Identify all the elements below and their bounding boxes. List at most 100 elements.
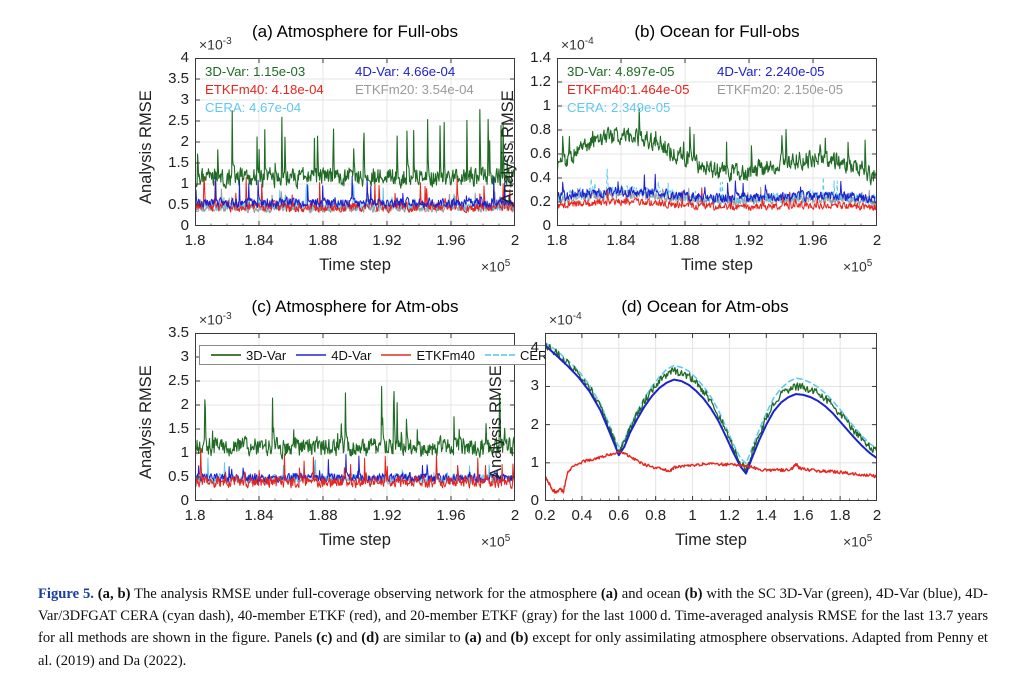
stats-annotations-b: 3D-Var: 4.897e-05 4D-Var: 2.240e-05 ETKFm4… (567, 64, 873, 118)
y-tick-label: 1 (180, 444, 189, 461)
y-tick-label: 2 (180, 396, 189, 413)
legend-c[interactable]: 3D-Var 4D-Var ETKFm40 CERA (199, 345, 569, 365)
x-tick-label: 1.96 (436, 232, 466, 249)
legend-label: ETKFm40 (416, 347, 475, 363)
series-line-cera-b (557, 168, 877, 205)
stats-row: CERA: 2.349e-05 (567, 100, 873, 115)
stat-etkfm20-b: ETKFm20: 2.150e-05 (717, 82, 844, 97)
x-axis-exponent-b: ×105 (843, 258, 873, 275)
x-axis-exponent-d: ×105 (843, 533, 873, 550)
legend-swatch-icon (296, 354, 327, 356)
y-tick-label: 1.5 (168, 420, 189, 437)
plot-area-d (545, 333, 877, 501)
legend-label: 3D-Var (246, 347, 287, 363)
y-tick-label: 2.5 (168, 372, 189, 389)
x-tick-label: 1.2 (719, 507, 740, 524)
series-line-four_dvar-a (195, 175, 515, 209)
y-tick-label: 2.5 (168, 112, 189, 129)
series-line-etkfm20-a (195, 188, 515, 214)
series-line-three_dvar-a (195, 109, 515, 190)
caption-part-3: and ocean (617, 586, 685, 602)
y-axis-exponent-c: ×10-3 (199, 311, 232, 328)
y-tick-label: 0.5 (168, 468, 189, 485)
series-line-etkfm40-c (195, 447, 515, 490)
x-tick-label: 0.4 (571, 507, 593, 524)
legend-item-3d-var[interactable]: 3D-Var (206, 348, 291, 363)
x-tick-label: 0.6 (608, 507, 630, 524)
legend-item-cera[interactable]: CERA (480, 348, 561, 363)
y-tick-label: 0 (530, 492, 539, 509)
y-axis-exponent-a: ×10-3 (199, 36, 232, 53)
y-tick-label: 3.5 (168, 70, 189, 87)
plot-area-a (195, 58, 515, 226)
stat-four_dvar-a: 4D-Var: 4.66e-04 (355, 64, 456, 79)
caption-part-1: The analysis RMSE under full-coverage ob… (130, 586, 601, 602)
legend-item-4d-var[interactable]: 4D-Var (291, 348, 376, 363)
series-line-etkfm40-d (545, 450, 877, 494)
stat-four_dvar-b: 4D-Var: 2.240e-05 (717, 64, 825, 79)
legend-item-etkfm40[interactable]: ETKFm40 (376, 348, 480, 363)
series-line-four_dvar-b (557, 173, 877, 205)
y-tick-label: 0.2 (530, 193, 551, 210)
x-tick-label: 1.84 (244, 507, 274, 524)
stats-row: CERA: 4.67e-04 (205, 100, 511, 115)
panel-title-c: (c) Atmosphere for Atm-obs (251, 297, 459, 316)
panel-title-b: (b) Ocean for Full-obs (634, 22, 800, 41)
caption-part-6: (c) (316, 630, 333, 647)
y-tick-label: 3 (530, 377, 539, 395)
stats-row: 3D-Var: 4.897e-05 4D-Var: 2.240e-05 (567, 64, 873, 79)
y-tick-label: 1.4 (530, 49, 551, 66)
x-tick-label: 0.2 (534, 507, 556, 524)
x-axis-exponent-a: ×105 (481, 258, 511, 275)
x-tick-label: 2 (872, 232, 882, 249)
y-tick-label: 1 (542, 97, 551, 114)
panel-title-d: (d) Ocean for Atm-obs (621, 297, 789, 316)
figure-caption: Figure 5. (a, b) The analysis RMSE under… (38, 583, 988, 672)
stat-three_dvar-a: 3D-Var: 1.15e-03 (205, 64, 306, 79)
series-line-cera-a (195, 183, 515, 212)
y-axis-label-a: Analysis RMSE (137, 90, 155, 204)
panel-title-a: (a) Atmosphere for Full-obs (252, 22, 458, 41)
caption-part-11: and (481, 630, 511, 647)
x-tick-label: 0.8 (645, 507, 667, 524)
stats-row: ETKFm40:1.464e-05 ETKFm20: 2.150e-05 (567, 82, 873, 97)
x-axis-label-b: Time step (681, 256, 753, 274)
x-tick-label: 2 (510, 232, 520, 249)
series-line-three_dvar-d (545, 343, 877, 474)
caption-part-2: (a) (600, 586, 618, 602)
legend-swatch-icon (211, 354, 241, 356)
y-tick-label: 0.6 (530, 145, 551, 162)
caption-part-13: except for only assimilating atmosphere … (38, 630, 988, 669)
x-tick-label: 2 (872, 507, 882, 524)
x-tick-label: 1.6 (792, 507, 814, 524)
caption-part-8: (d) (361, 630, 380, 647)
stat-cera-a: CERA: 4.67e-04 (205, 100, 302, 115)
series-line-cera-c (195, 457, 515, 485)
legend-swatch-icon (484, 354, 515, 356)
stat-three_dvar-b: 3D-Var: 4.897e-05 (567, 64, 675, 79)
caption-part-10: (a) (464, 630, 482, 647)
caption-part-7: and (332, 630, 362, 647)
caption-part-5: with the SC 3D-Var (green), 4D-Var (blue… (38, 586, 988, 647)
legend-swatch-icon (381, 354, 412, 356)
y-tick-label: 4 (530, 339, 539, 357)
plot-area-c (195, 333, 515, 501)
x-tick-label: 1.88 (670, 232, 700, 249)
y-tick-label: 4 (180, 49, 189, 66)
y-tick-label: 0 (180, 217, 189, 234)
y-tick-label: 1.2 (530, 73, 551, 90)
y-tick-label: 0 (180, 492, 189, 509)
caption-part-9: are similar to (379, 630, 465, 647)
y-tick-label: 2 (180, 133, 189, 150)
series-line-etkfm20-b (557, 186, 877, 208)
x-tick-label: 1 (688, 507, 697, 524)
stats-annotations-a: 3D-Var: 1.15e-03 4D-Var: 4.66e-04 ETKFm40:… (205, 64, 511, 118)
series-line-etkfm40-b (557, 187, 877, 212)
series-line-cera-d (545, 341, 877, 465)
stat-etkfm40-a: ETKFm40: 4.18e-04 (205, 82, 324, 97)
stats-row: ETKFm40: 4.18e-04 ETKFm20: 3.54e-04 (205, 82, 511, 97)
x-axis-label-c: Time step (319, 531, 391, 549)
